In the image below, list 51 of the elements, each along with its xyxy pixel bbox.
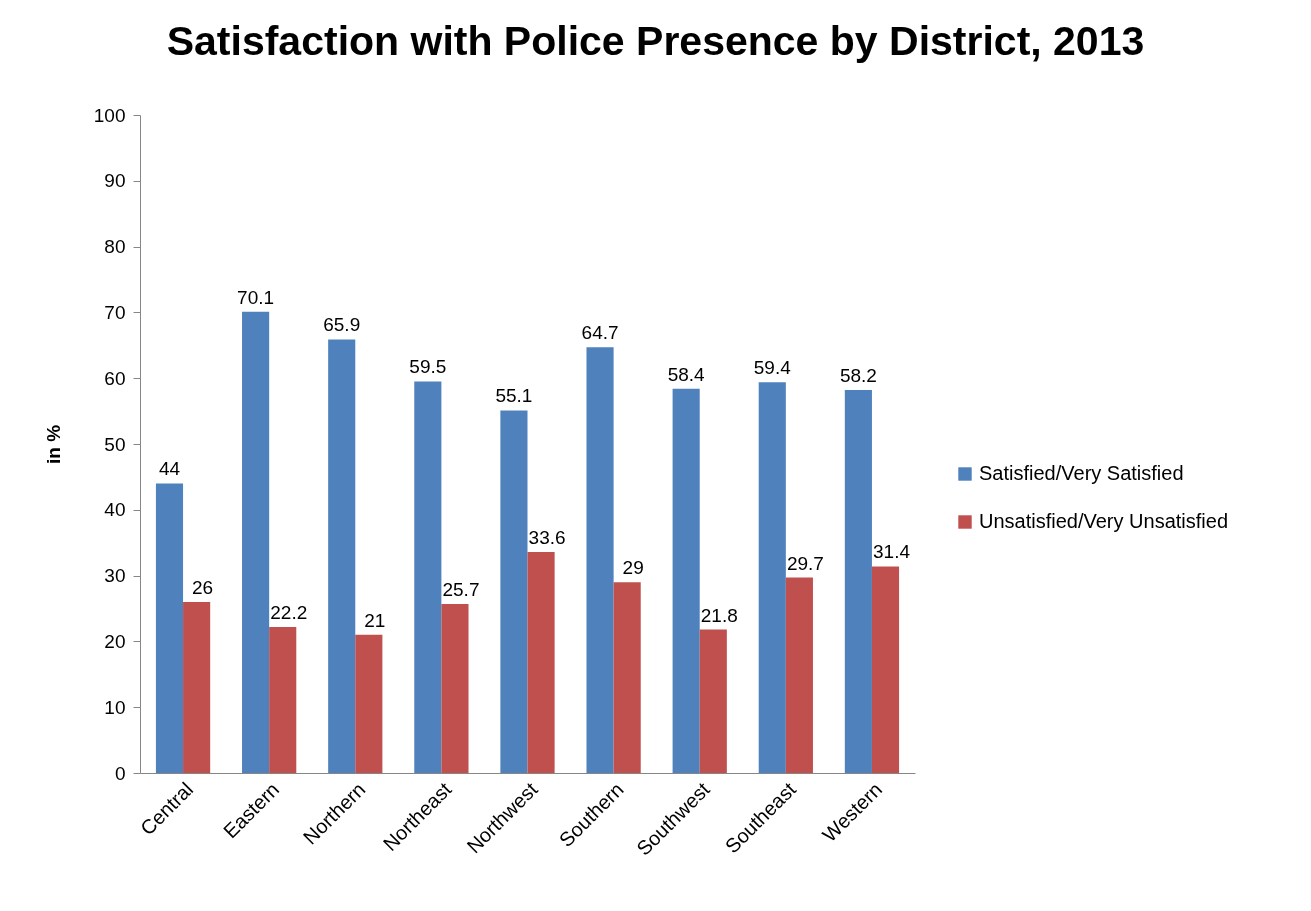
bar [613,582,641,773]
data-label: 22.2 [270,601,308,623]
y-tick-label: 80 [104,236,126,258]
data-label: 44 [158,458,181,480]
bar [414,381,442,773]
bar [672,388,700,773]
bar [183,601,211,773]
data-label: 59.5 [409,356,447,378]
bar [758,382,786,773]
bar [586,347,614,773]
y-tick-label: 20 [104,630,126,652]
data-label: 26 [192,576,214,598]
data-label: 29 [622,557,644,579]
bar [500,410,528,773]
y-tick-label: 30 [104,565,126,587]
legend-label: Satisfied/Very Satisfied [979,462,1184,484]
y-tick-label: 0 [114,762,126,784]
y-tick-label: 60 [104,367,126,389]
data-label: 31.4 [873,541,911,563]
bar [155,483,184,773]
data-label: 65.9 [323,314,361,336]
data-label: 59.4 [753,357,792,379]
bar [355,634,383,773]
y-tick-label: 70 [104,301,126,323]
y-tick-label: 10 [104,696,126,718]
y-tick-label: 100 [93,104,126,126]
data-label: 58.4 [667,363,706,385]
data-label: 29.7 [786,552,824,574]
data-label: 58.2 [839,365,877,387]
chart-title: Satisfaction with Police Presence by District, 2013 [166,18,1145,64]
data-label: 55.1 [495,385,533,407]
data-label: 21.8 [700,604,738,626]
bar [328,339,356,773]
y-axis-title: in % [42,424,64,465]
bar [785,577,813,773]
legend-label: Unsatisfied/Very Unsatisfied [979,510,1229,532]
bar [699,629,727,773]
y-tick-label: 50 [104,433,126,455]
bar [871,566,900,773]
bar [242,311,270,773]
bar [844,390,872,773]
data-label: 70.1 [237,286,275,308]
bar [527,551,555,773]
data-label: 33.6 [528,526,566,548]
data-label: 25.7 [442,578,480,600]
bar [441,603,469,773]
data-label: 21 [364,609,386,631]
y-tick-label: 40 [104,499,126,521]
data-label: 64.7 [581,322,619,344]
y-tick-label: 90 [104,170,126,192]
bar [269,626,297,773]
